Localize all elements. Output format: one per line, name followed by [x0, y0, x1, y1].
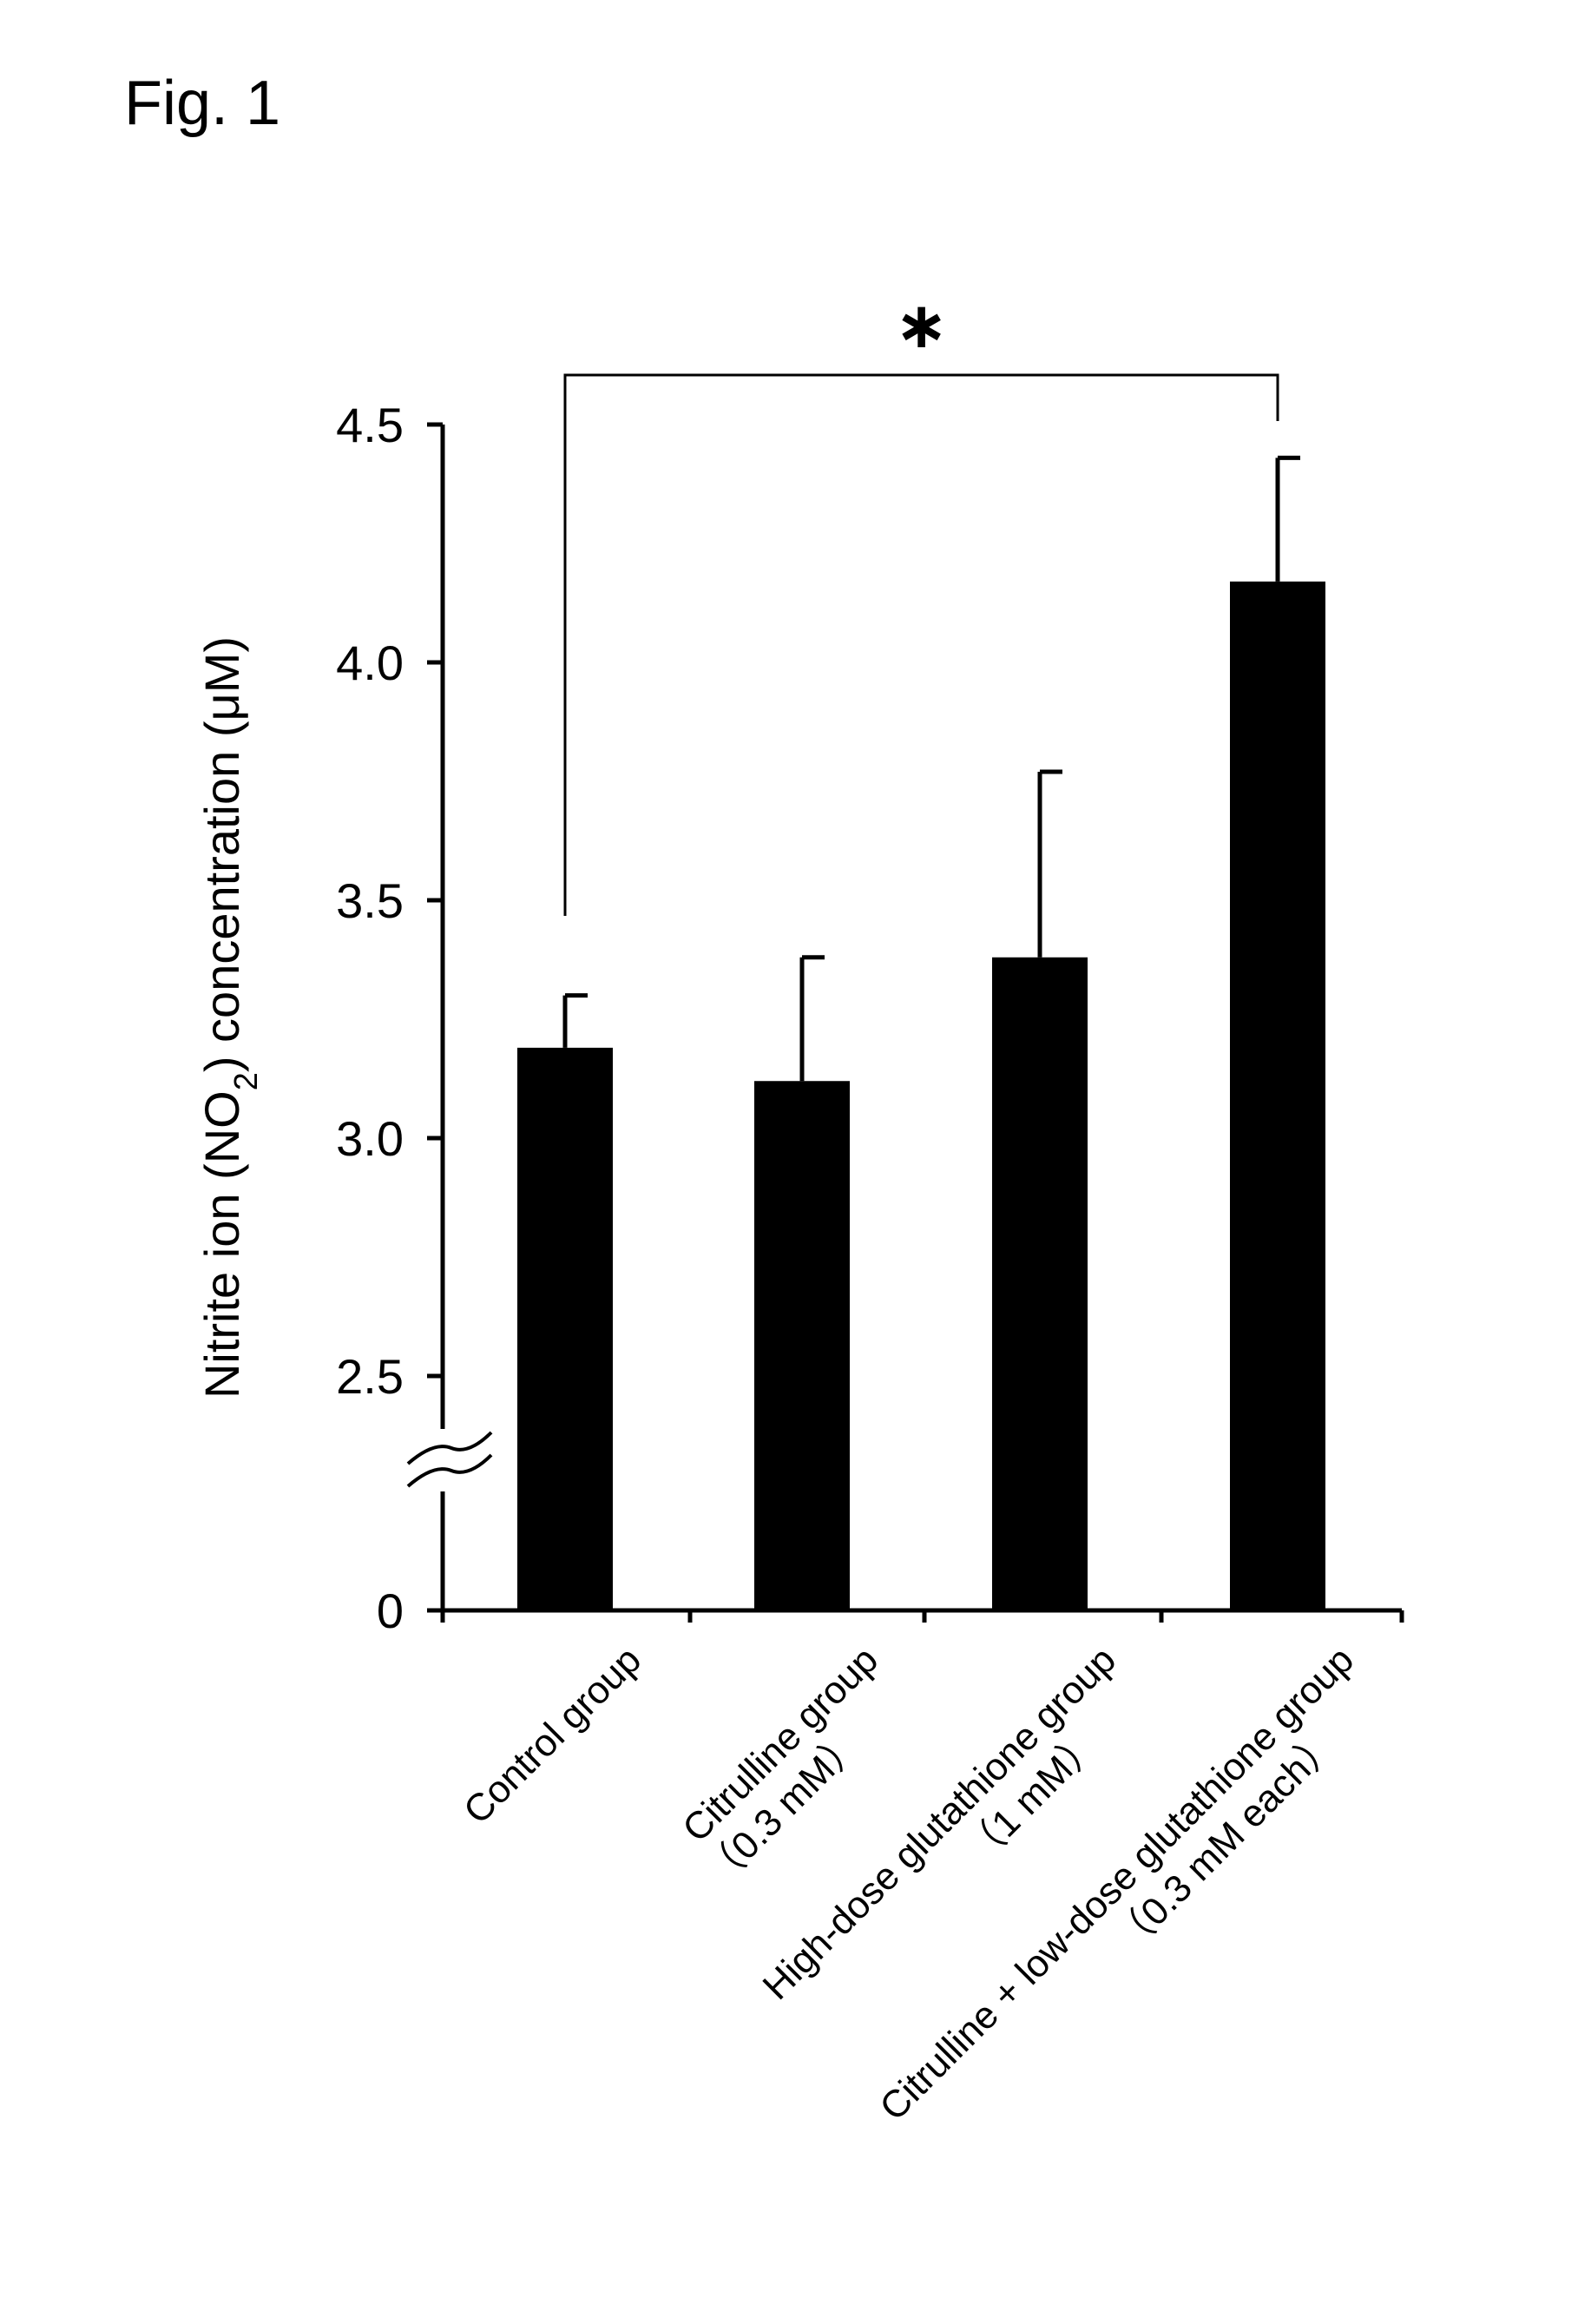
axis-break-mark-lower [408, 1455, 491, 1486]
y-tick-label: 0 [377, 1583, 404, 1638]
bar [992, 958, 1088, 1610]
significance-marker: ∗ [894, 288, 948, 363]
bar [517, 1048, 613, 1610]
x-category-label: Control group [456, 1638, 649, 1832]
x-category-label-line: Citrulline + low-dose glutathione group [871, 1638, 1362, 2129]
y-tick-label: 3.0 [336, 1111, 404, 1166]
x-category-label-line: Control group [456, 1638, 649, 1832]
x-category-label: Citrulline + low-dose glutathione group（… [871, 1638, 1395, 2162]
y-tick-label: 3.5 [336, 873, 404, 928]
y-axis-title: Nitrite ion (NO2) concentration (μM) [194, 636, 265, 1399]
significance-bracket [565, 375, 1278, 916]
y-tick-label: 2.5 [336, 1349, 404, 1404]
bar [1230, 582, 1325, 1610]
y-tick-label: 4.5 [336, 398, 404, 452]
axis-break-mark-upper [408, 1432, 491, 1464]
y-tick-label: 4.0 [336, 635, 404, 690]
bar [754, 1081, 850, 1610]
